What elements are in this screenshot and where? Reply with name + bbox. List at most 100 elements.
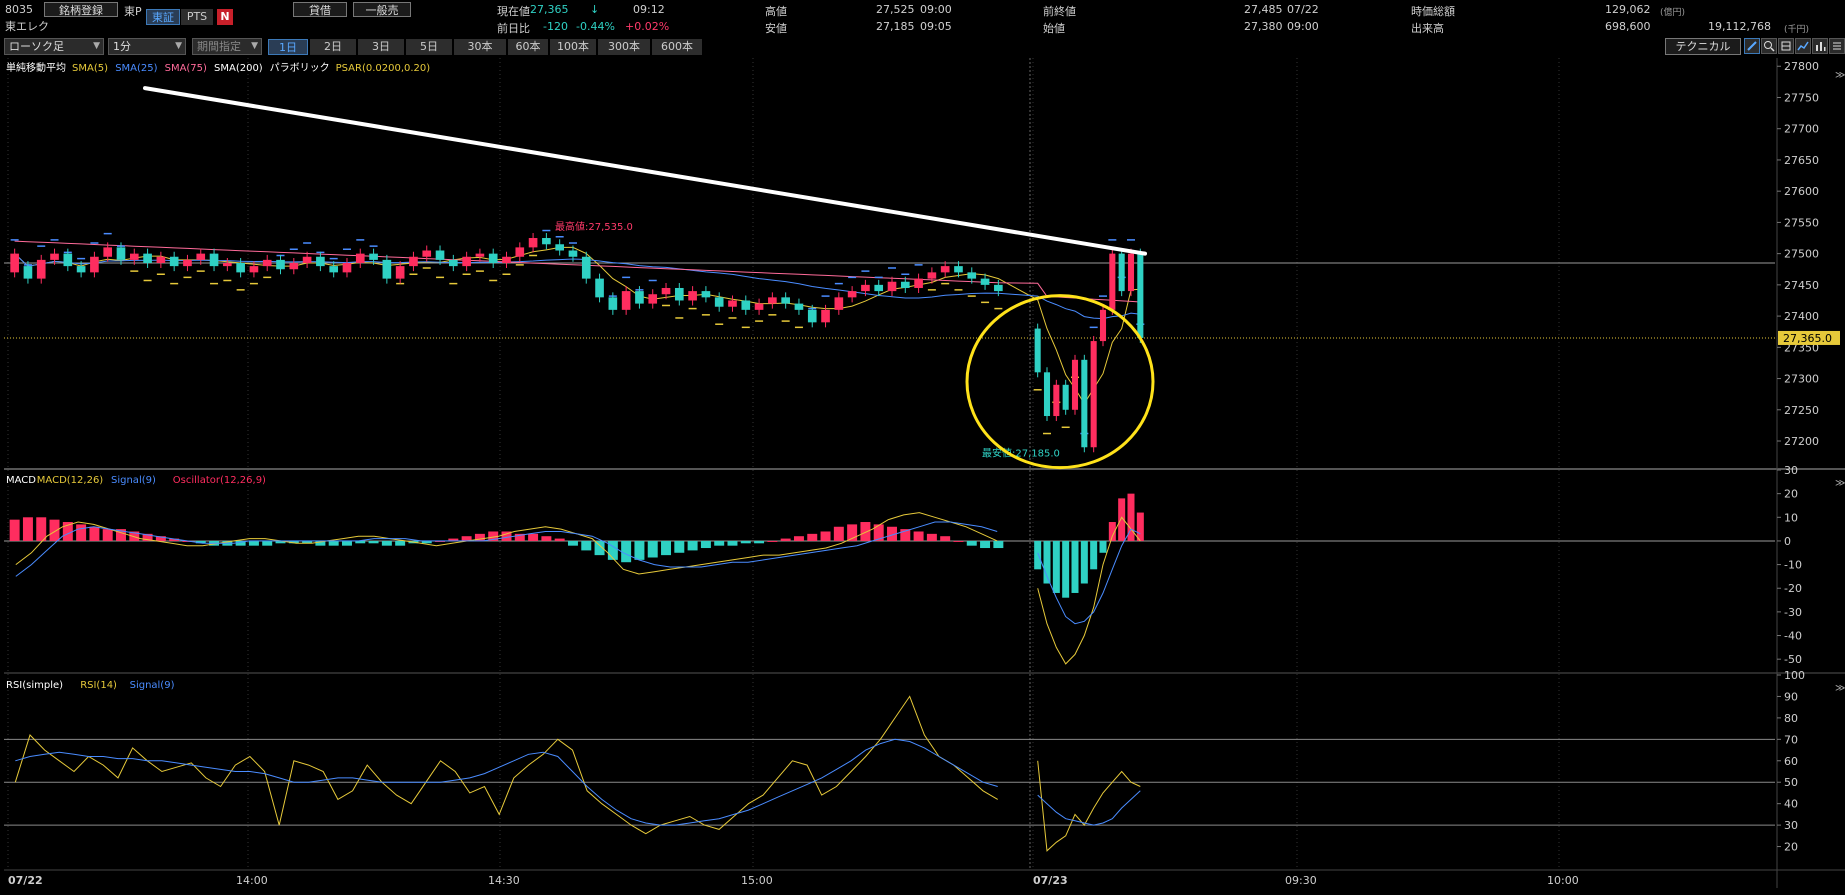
price-legend-item: パラボリック: [270, 62, 330, 74]
price-axis-tick-label: 27450: [1784, 279, 1819, 292]
macd-osc-bar: [355, 540, 366, 544]
macd-osc-bar: [341, 540, 352, 546]
rsi-legend-item: Signal(9): [130, 680, 175, 691]
panel-scroll-icon: ≫: [1835, 478, 1845, 489]
stock-code: 8035: [5, 3, 33, 16]
range-tab-3[interactable]: 5日: [406, 39, 452, 55]
range-tab-7[interactable]: 300本: [598, 39, 650, 55]
range-tab-6[interactable]: 100本: [550, 39, 596, 55]
tab-pts[interactable]: PTS: [181, 9, 213, 25]
macd-osc-bar: [847, 524, 858, 541]
candle-body: [236, 263, 245, 273]
range-tab-1[interactable]: 2日: [310, 39, 356, 55]
macd-axis-tick-label: 0: [1784, 535, 1791, 548]
macd-osc-bar: [1136, 512, 1144, 541]
candle-body: [887, 281, 897, 292]
time-tick-label: 07/22: [8, 874, 43, 887]
macd-osc-bar: [661, 540, 672, 556]
macd-osc-bar: [49, 519, 60, 541]
chart-type-value: ローソク足: [9, 40, 64, 53]
price-axis-tick-label: 27400: [1784, 310, 1819, 323]
general-sell-button[interactable]: 一般売: [353, 2, 411, 17]
chart-canvas[interactable]: 27800 27750 27700 27650 27600 27550 27500 27450…: [0, 58, 1845, 895]
macd-osc-bar: [195, 540, 206, 544]
rsi-signal-line: [15, 738, 998, 826]
market-label: 東P: [124, 5, 142, 18]
macd-osc-bar: [966, 540, 977, 546]
macd-osc-bar: [807, 533, 818, 541]
candle-body: [382, 259, 392, 279]
print-icon[interactable]: [1778, 38, 1794, 54]
macd-osc-bar: [833, 526, 844, 541]
macd-osc-bar: [567, 540, 578, 546]
register-button[interactable]: 銘柄登録: [44, 2, 118, 17]
chart-icon[interactable]: [1795, 38, 1811, 54]
candle-body: [395, 266, 405, 279]
time-tick-label: 14:00: [236, 874, 268, 887]
candle-body: [63, 253, 73, 267]
chart2-icon[interactable]: [1812, 38, 1828, 54]
period-select[interactable]: 期間指定 ▼: [192, 38, 262, 55]
turnover-value: 19,112,768: [1708, 20, 1771, 33]
macd-osc-bar: [607, 540, 618, 560]
macd-osc-bar: [554, 538, 565, 541]
range-tab-8[interactable]: 600本: [652, 39, 702, 55]
macd-axis-tick-label: 30: [1784, 464, 1798, 477]
price-axis-tick-label: 27500: [1784, 248, 1819, 261]
highlight-circle: [965, 294, 1155, 470]
interval-select[interactable]: 1分 ▼: [108, 38, 186, 55]
macd-osc-bar: [594, 540, 605, 556]
price-legend-item: PSAR(0.0200,0.20): [336, 63, 431, 74]
range-tab-0[interactable]: 1日: [268, 39, 308, 55]
price-legend-item: 単純移動平均: [6, 61, 66, 74]
candle-body: [289, 263, 299, 270]
panel-scroll-icon: ≫: [1835, 70, 1845, 81]
pen-icon[interactable]: [1744, 38, 1760, 54]
macd-osc-bar: [315, 540, 326, 546]
price-axis-tick-label: 27800: [1784, 60, 1819, 73]
macd-osc-bar: [62, 522, 73, 541]
candle-body: [768, 297, 777, 304]
candle-body: [847, 291, 857, 298]
margin-button[interactable]: 貸借: [293, 2, 347, 17]
candle-body: [674, 287, 684, 301]
news-icon[interactable]: N: [217, 9, 233, 25]
candle-body: [874, 284, 884, 292]
range-tab-4[interactable]: 30本: [454, 39, 506, 55]
range-tab-5[interactable]: 60本: [508, 39, 548, 55]
macd-osc-bar: [687, 540, 698, 551]
change-value: -120: [543, 20, 568, 33]
change-extra: +0.02%: [625, 20, 670, 33]
mcap-label: 時価総額: [1411, 5, 1455, 18]
macd-osc-bar: [860, 522, 871, 541]
zoom-icon[interactable]: [1761, 38, 1777, 54]
rsi-axis-tick-label: 30: [1784, 819, 1798, 832]
list-icon[interactable]: [1829, 38, 1845, 54]
macd-legend-item: Signal(9): [111, 475, 156, 486]
price-axis-tick-label: 27600: [1784, 185, 1819, 198]
rsi-line: [14, 695, 998, 835]
macd-osc-bar: [89, 526, 100, 541]
time-tick-label: 10:00: [1547, 874, 1579, 887]
chart-type-select[interactable]: ローソク足 ▼: [4, 38, 104, 55]
macd-osc-bar: [488, 531, 499, 541]
candle-body: [1053, 384, 1060, 417]
candle-body: [555, 244, 564, 251]
macd-axis-tick-label: -30: [1784, 606, 1802, 619]
panel-scroll-icon: ≫: [1835, 683, 1845, 694]
rsi-axis-tick-label: 100: [1784, 669, 1805, 682]
candle-body: [103, 247, 113, 257]
candle-body: [183, 259, 192, 267]
technical-button[interactable]: テクニカル: [1665, 38, 1741, 55]
time-tick-label: 09:30: [1285, 874, 1317, 887]
macd-osc-bar: [926, 533, 937, 541]
tab-tse[interactable]: 東証: [146, 9, 180, 25]
candle-body: [276, 259, 285, 270]
macd-legend-item: Oscillator(12,26,9): [173, 475, 266, 486]
candle-body: [661, 287, 671, 295]
range-tab-2[interactable]: 3日: [358, 39, 404, 55]
candle-body: [23, 266, 33, 279]
prev-close-label: 前終値: [1043, 5, 1076, 18]
macd-osc-bar: [621, 540, 632, 563]
macd-axis-tick-label: 20: [1784, 488, 1798, 501]
